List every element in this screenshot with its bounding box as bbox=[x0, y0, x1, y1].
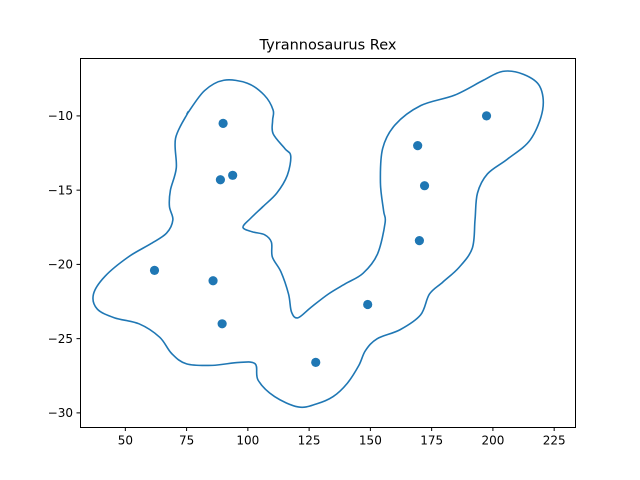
y-axis: −10 −15 −20 −25 −30 bbox=[48, 109, 81, 420]
y-tick-label: −15 bbox=[48, 183, 73, 197]
scatter-point bbox=[149, 265, 160, 275]
y-tick-label: −10 bbox=[48, 109, 73, 123]
x-tick-label: 50 bbox=[118, 434, 133, 448]
scatter-point bbox=[217, 319, 227, 329]
scatter-point bbox=[218, 118, 228, 128]
x-tick-label: 200 bbox=[481, 434, 504, 448]
scatter-point bbox=[228, 170, 238, 180]
scatter-point bbox=[208, 276, 218, 286]
scatter-point bbox=[215, 175, 226, 185]
scatter-point bbox=[311, 357, 321, 368]
plot-content bbox=[92, 70, 545, 409]
chart-title: Tyrannosaurus Rex bbox=[259, 38, 397, 54]
outline-curve bbox=[92, 70, 545, 409]
x-tick-label: 125 bbox=[298, 434, 321, 448]
y-tick-label: −20 bbox=[48, 258, 73, 272]
y-tick-label: −25 bbox=[48, 332, 73, 346]
scatter-point bbox=[413, 141, 423, 151]
x-tick-label: 150 bbox=[359, 434, 382, 448]
y-tick-label: −30 bbox=[48, 406, 73, 420]
x-tick-label: 100 bbox=[236, 434, 259, 448]
x-tick-label: 225 bbox=[543, 434, 566, 448]
x-tick-label: 175 bbox=[420, 434, 443, 448]
x-tick-label: 75 bbox=[179, 434, 194, 448]
scatter-point bbox=[363, 299, 373, 310]
scatter-point bbox=[419, 181, 430, 191]
plot-frame bbox=[80, 58, 576, 428]
x-axis: 50 75 100 125 150 175 200 225 bbox=[118, 427, 566, 448]
scatter-point bbox=[414, 236, 424, 246]
scatter-point bbox=[481, 111, 492, 121]
